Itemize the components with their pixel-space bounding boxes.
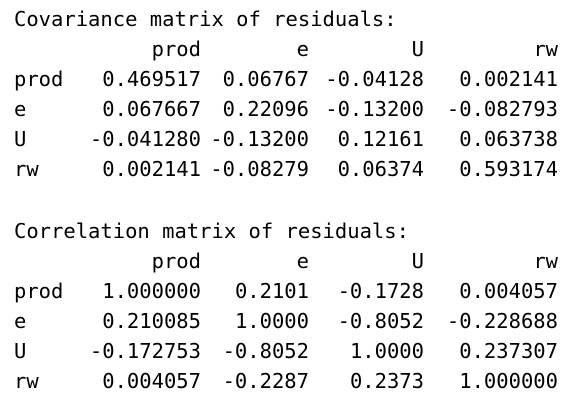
column-header: prod xyxy=(151,37,201,61)
column-header: e xyxy=(296,37,309,61)
covariance-header-row: prod e U rw xyxy=(0,34,588,64)
matrix-cell: -0.228688 xyxy=(446,309,558,333)
matrix-cell: -0.13200 xyxy=(210,127,309,151)
matrix-cell: 0.002141 xyxy=(102,157,201,181)
row-label: rw xyxy=(14,369,39,393)
matrix-cell: 0.002141 xyxy=(459,67,558,91)
column-header: e xyxy=(296,249,309,273)
matrix-row: U -0.041280 -0.13200 0.12161 0.063738 xyxy=(0,124,588,154)
matrix-cell: 0.06374 xyxy=(337,157,424,181)
matrix-cell: 1.0000 xyxy=(234,309,309,333)
matrix-cell: 0.22096 xyxy=(222,97,309,121)
matrix-cell: -0.13200 xyxy=(325,97,424,121)
matrix-cell: -0.2287 xyxy=(222,369,309,393)
matrix-cell: 1.0000 xyxy=(349,339,424,363)
matrix-row: prod 1.000000 0.2101 -0.1728 0.004057 xyxy=(0,276,588,306)
column-header: U xyxy=(411,249,424,273)
matrix-cell: -0.1728 xyxy=(337,279,424,303)
column-header: rw xyxy=(533,249,558,273)
matrix-cell: 0.210085 xyxy=(102,309,201,333)
matrix-cell: 0.067667 xyxy=(102,97,201,121)
matrix-cell: 1.000000 xyxy=(459,369,558,393)
matrix-cell: 0.593174 xyxy=(459,157,558,181)
matrix-cell: -0.08279 xyxy=(210,157,309,181)
column-header: rw xyxy=(533,37,558,61)
covariance-title: Covariance matrix of residuals: xyxy=(14,7,397,31)
matrix-row: e 0.210085 1.0000 -0.8052 -0.228688 xyxy=(0,306,588,336)
matrix-cell: 0.237307 xyxy=(459,339,558,363)
matrix-cell: 0.004057 xyxy=(459,279,558,303)
matrix-row: prod 0.469517 0.06767 -0.04128 0.002141 xyxy=(0,64,588,94)
matrix-cell: -0.04128 xyxy=(325,67,424,91)
matrix-cell: 0.12161 xyxy=(337,127,424,151)
matrix-cell: 0.2101 xyxy=(234,279,309,303)
matrix-row: rw 0.002141 -0.08279 0.06374 0.593174 xyxy=(0,154,588,184)
matrix-row: rw 0.004057 -0.2287 0.2373 1.000000 xyxy=(0,366,588,396)
row-label: prod xyxy=(14,67,64,91)
matrix-cell: -0.8052 xyxy=(337,309,424,333)
row-label: e xyxy=(14,309,27,333)
matrix-cell: -0.8052 xyxy=(222,339,309,363)
matrix-row: U -0.172753 -0.8052 1.0000 0.237307 xyxy=(0,336,588,366)
correlation-header-row: prod e U rw xyxy=(0,246,588,276)
matrix-cell: 0.004057 xyxy=(102,369,201,393)
matrix-row: e 0.067667 0.22096 -0.13200 -0.082793 xyxy=(0,94,588,124)
matrix-cell: -0.041280 xyxy=(89,127,201,151)
row-label: U xyxy=(14,127,27,151)
matrix-cell: 1.000000 xyxy=(102,279,201,303)
matrix-cell: 0.469517 xyxy=(102,67,201,91)
matrix-cell: 0.063738 xyxy=(459,127,558,151)
matrix-cell: 0.06767 xyxy=(222,67,309,91)
matrix-cell: -0.082793 xyxy=(446,97,558,121)
row-label: U xyxy=(14,339,27,363)
column-header: prod xyxy=(151,249,201,273)
row-label: prod xyxy=(14,279,64,303)
row-label: rw xyxy=(14,157,39,181)
correlation-title: Correlation matrix of residuals: xyxy=(14,219,409,243)
column-header: U xyxy=(411,37,424,61)
matrix-cell: 0.2373 xyxy=(349,369,424,393)
row-label: e xyxy=(14,97,27,121)
matrix-cell: -0.172753 xyxy=(89,339,201,363)
